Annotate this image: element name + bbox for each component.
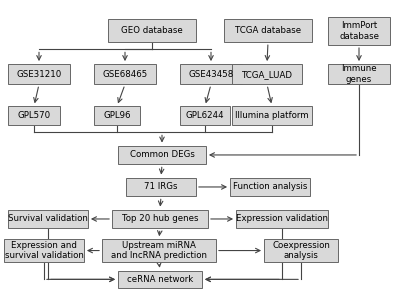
Text: GEO database: GEO database: [121, 26, 183, 35]
FancyBboxPatch shape: [328, 64, 390, 84]
Text: Expression and
survival validation: Expression and survival validation: [4, 241, 84, 260]
FancyBboxPatch shape: [118, 146, 206, 164]
FancyBboxPatch shape: [224, 19, 312, 42]
Text: GPL570: GPL570: [18, 111, 50, 120]
Text: GSE31210: GSE31210: [16, 70, 62, 79]
Text: Top 20 hub genes: Top 20 hub genes: [122, 214, 198, 223]
Text: Function analysis: Function analysis: [233, 182, 307, 191]
Text: GPL96: GPL96: [103, 111, 131, 120]
FancyBboxPatch shape: [180, 64, 242, 84]
Text: Coexpression
analysis: Coexpression analysis: [272, 241, 330, 260]
FancyBboxPatch shape: [8, 210, 88, 228]
FancyBboxPatch shape: [236, 210, 328, 228]
FancyBboxPatch shape: [232, 106, 312, 125]
Text: ImmPort
database: ImmPort database: [339, 22, 379, 41]
Text: 71 IRGs: 71 IRGs: [144, 182, 178, 191]
FancyBboxPatch shape: [108, 19, 196, 42]
FancyBboxPatch shape: [230, 178, 310, 196]
Text: Illumina platform: Illumina platform: [235, 111, 309, 120]
Text: GPL6244: GPL6244: [186, 111, 224, 120]
Text: TCGA_LUAD: TCGA_LUAD: [242, 70, 292, 79]
FancyBboxPatch shape: [8, 64, 70, 84]
FancyBboxPatch shape: [94, 64, 156, 84]
FancyBboxPatch shape: [264, 239, 338, 262]
Text: GSE68465: GSE68465: [102, 70, 148, 79]
FancyBboxPatch shape: [232, 64, 302, 84]
FancyBboxPatch shape: [4, 239, 84, 262]
FancyBboxPatch shape: [180, 106, 230, 125]
Text: Immune
genes: Immune genes: [341, 64, 377, 84]
Text: GSE43458: GSE43458: [188, 70, 234, 79]
FancyBboxPatch shape: [94, 106, 140, 125]
FancyBboxPatch shape: [112, 210, 208, 228]
FancyBboxPatch shape: [8, 106, 60, 125]
Text: Expression validation: Expression validation: [236, 214, 328, 223]
FancyBboxPatch shape: [102, 239, 216, 262]
Text: TCGA database: TCGA database: [235, 26, 301, 35]
FancyBboxPatch shape: [118, 271, 202, 288]
FancyBboxPatch shape: [328, 17, 390, 45]
Text: Upstream miRNA
and lncRNA prediction: Upstream miRNA and lncRNA prediction: [111, 241, 207, 260]
Text: Survival validation: Survival validation: [8, 214, 88, 223]
Text: ceRNA network: ceRNA network: [127, 275, 193, 284]
Text: Common DEGs: Common DEGs: [130, 150, 194, 159]
FancyBboxPatch shape: [126, 178, 196, 196]
